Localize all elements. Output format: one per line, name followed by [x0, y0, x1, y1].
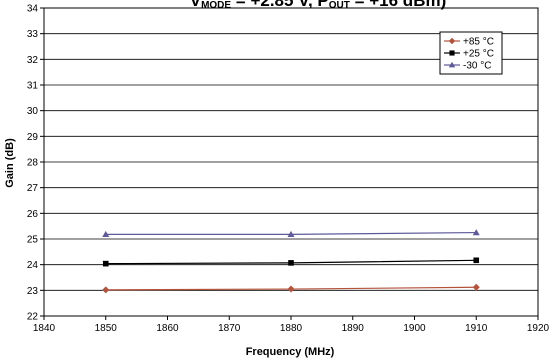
data-point-triangle — [287, 230, 295, 238]
series-0 — [102, 283, 480, 294]
x-tick-label: 1890 — [342, 323, 365, 334]
y-tick-label: 33 — [27, 29, 39, 40]
series-layer — [102, 229, 480, 294]
y-axis-ticks: 22 23 24 25 26 27 28 29 30 31 32 33 34 — [27, 4, 44, 323]
legend-item: +85 °C — [444, 37, 494, 48]
y-tick-label: 28 — [27, 158, 39, 169]
y-tick-label: 34 — [27, 4, 39, 15]
legend-label: +85 °C — [463, 37, 494, 48]
series-2 — [102, 229, 480, 238]
title-out-sub: OUT — [329, 0, 350, 11]
data-point-triangle — [472, 229, 480, 236]
data-point-diamond — [472, 283, 480, 291]
data-point-square — [449, 50, 455, 56]
x-tick-label: 1880 — [280, 323, 303, 334]
series-1 — [102, 257, 480, 267]
legend-item: -30 °C — [444, 61, 491, 72]
x-tick-label: 1860 — [156, 323, 179, 334]
x-tick-label: 1920 — [527, 323, 550, 334]
data-point-square — [288, 260, 294, 266]
y-tick-label: 24 — [27, 260, 39, 271]
legend-item: +25 °C — [444, 49, 494, 60]
y-tick-label: 31 — [27, 81, 39, 92]
title-suffix: = +16 dBm) — [350, 0, 446, 10]
y-tick-label: 30 — [27, 106, 39, 117]
y-tick-label: 23 — [27, 286, 39, 297]
x-tick-label: 1870 — [218, 323, 241, 334]
legend-label: -30 °C — [463, 61, 491, 72]
y-tick-label: 26 — [27, 209, 39, 220]
data-point-diamond — [102, 286, 110, 294]
data-point-diamond — [287, 285, 295, 293]
y-tick-label: 29 — [27, 132, 39, 143]
chart-title: VMODE = +2.85 V, POUT = +16 dBm) — [190, 0, 447, 11]
y-tick-label: 32 — [27, 55, 39, 66]
title-mode-sub: MODE — [201, 0, 231, 11]
legend: +85 °C+25 °C-30 °C — [439, 31, 503, 75]
y-tick-label: 25 — [27, 235, 39, 246]
x-axis-title: Frequency (MHz) — [246, 346, 335, 358]
title-mid: = +2.85 V, P — [231, 0, 329, 10]
data-point-triangle — [448, 61, 456, 68]
data-point-square — [473, 257, 480, 264]
legend-label: +25 °C — [463, 49, 494, 60]
data-point-diamond — [448, 37, 456, 45]
y-tick-label: 27 — [27, 183, 39, 194]
x-tick-label: 1840 — [33, 323, 56, 334]
y-axis-title: Gain (dB) — [4, 138, 16, 188]
data-point-triangle — [102, 230, 110, 238]
data-point-square — [102, 260, 109, 267]
x-axis-ticks: 1840 1850 1860 1870 1880 1890 1900 1910 1920 — [33, 316, 550, 334]
x-tick-label: 1900 — [403, 323, 426, 334]
title-v: V — [190, 0, 202, 10]
x-tick-label: 1850 — [95, 323, 118, 334]
x-tick-label: 1910 — [465, 323, 488, 334]
y-tick-label: 22 — [27, 312, 39, 323]
